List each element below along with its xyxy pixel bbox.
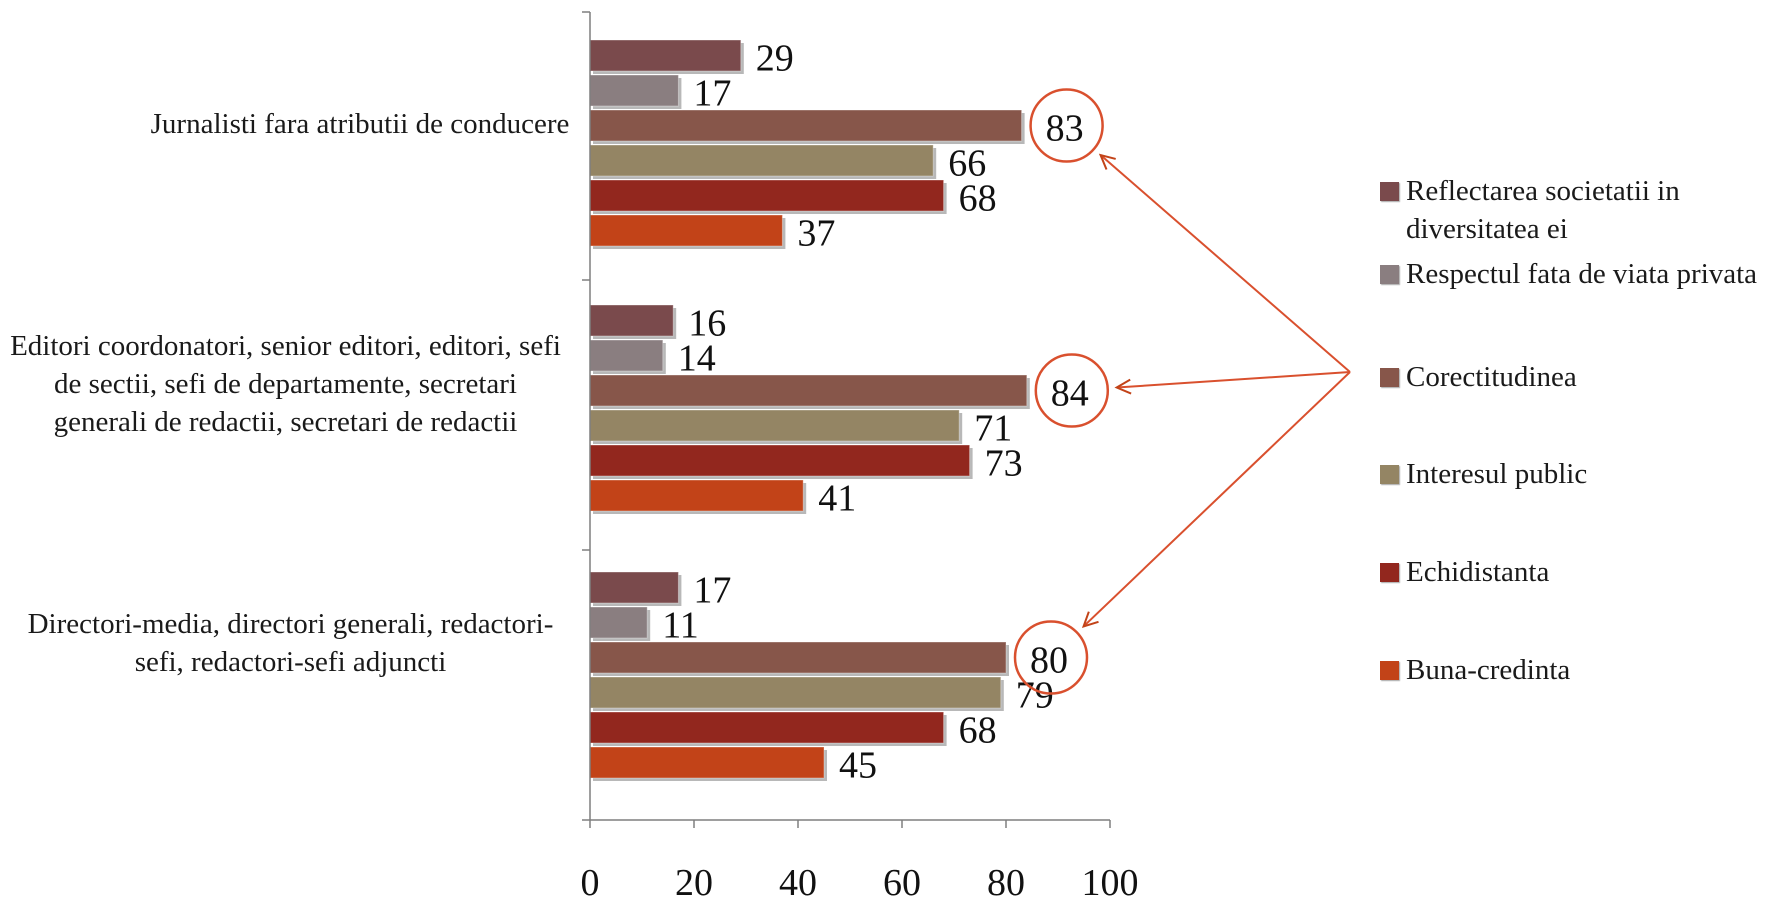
bar <box>589 571 679 604</box>
bar <box>589 339 664 372</box>
data-label: 80 <box>1030 640 1068 682</box>
legend-swatch <box>1380 182 1399 201</box>
bar <box>589 479 804 512</box>
category-label: Directori-media, directori generali, red… <box>27 608 554 678</box>
annotation-arrow <box>1098 153 1351 373</box>
bar <box>589 444 971 477</box>
legend-item: Corectitudinea <box>1380 358 1577 396</box>
legend-label: Reflectarea societatii in diversitatea e… <box>1406 175 1680 245</box>
annotation-arrow <box>1081 371 1351 628</box>
bar <box>589 74 679 107</box>
data-label: 73 <box>985 443 1023 485</box>
bar <box>589 39 742 72</box>
legend-label: Buna-credinta <box>1406 654 1571 686</box>
data-label: 37 <box>797 213 835 255</box>
x-tick-label: 40 <box>779 862 817 903</box>
bar <box>589 304 674 337</box>
data-label: 84 <box>1051 373 1089 415</box>
legend-label: Echidistanta <box>1406 556 1550 588</box>
category-label: Editori coordonatori, senior editori, ed… <box>10 330 561 438</box>
data-label: 41 <box>818 478 856 520</box>
legend-swatch <box>1380 465 1399 484</box>
bar <box>589 641 1007 674</box>
data-label: 29 <box>756 38 794 80</box>
legend-item: Interesul public <box>1380 455 1587 493</box>
legend-item: Reflectarea societatii in diversitatea e… <box>1380 172 1775 248</box>
bar <box>589 409 960 442</box>
data-label: 17 <box>693 73 731 115</box>
legend-item: Respectul fata de viata privata <box>1380 255 1757 293</box>
bar <box>589 179 945 212</box>
legend-item: Buna-credinta <box>1380 651 1570 689</box>
category-label: Jurnalisti fara atributii de conducere <box>150 108 570 140</box>
bar <box>589 144 934 177</box>
x-tick-label: 0 <box>581 862 600 903</box>
x-tick-label: 60 <box>883 862 921 903</box>
data-label: 14 <box>678 338 716 380</box>
legend-swatch <box>1380 661 1399 680</box>
x-tick-label: 80 <box>987 862 1025 903</box>
data-label: 16 <box>688 303 726 345</box>
data-label: 17 <box>693 570 731 612</box>
bar <box>589 711 945 744</box>
bar <box>589 109 1023 142</box>
data-label: 71 <box>974 408 1012 450</box>
legend-label: Respectul fata de viata privata <box>1406 258 1758 290</box>
data-label: 66 <box>948 143 986 185</box>
bar <box>589 374 1028 407</box>
data-label: 68 <box>959 178 997 220</box>
legend-swatch <box>1380 563 1399 582</box>
bar <box>589 676 1002 709</box>
data-label: 79 <box>1016 675 1054 717</box>
x-tick-label: 100 <box>1082 862 1139 903</box>
legend-item: Echidistanta <box>1380 553 1549 591</box>
bar <box>589 746 825 779</box>
highlight-circle <box>1013 620 1089 695</box>
data-label: 68 <box>959 710 997 752</box>
data-label: 83 <box>1046 108 1084 150</box>
legend-label: Corectitudinea <box>1406 361 1577 393</box>
legend-label: Interesul public <box>1406 458 1588 490</box>
legend-swatch <box>1380 265 1399 284</box>
bar <box>589 606 648 639</box>
data-label: 45 <box>839 745 877 787</box>
highlight-circle <box>1029 88 1104 163</box>
legend-swatch <box>1380 368 1399 387</box>
data-label: 11 <box>662 605 699 647</box>
bar <box>589 214 783 247</box>
annotation-arrow <box>1114 371 1351 395</box>
highlight-circle <box>1034 353 1110 428</box>
x-tick-label: 20 <box>675 862 713 903</box>
